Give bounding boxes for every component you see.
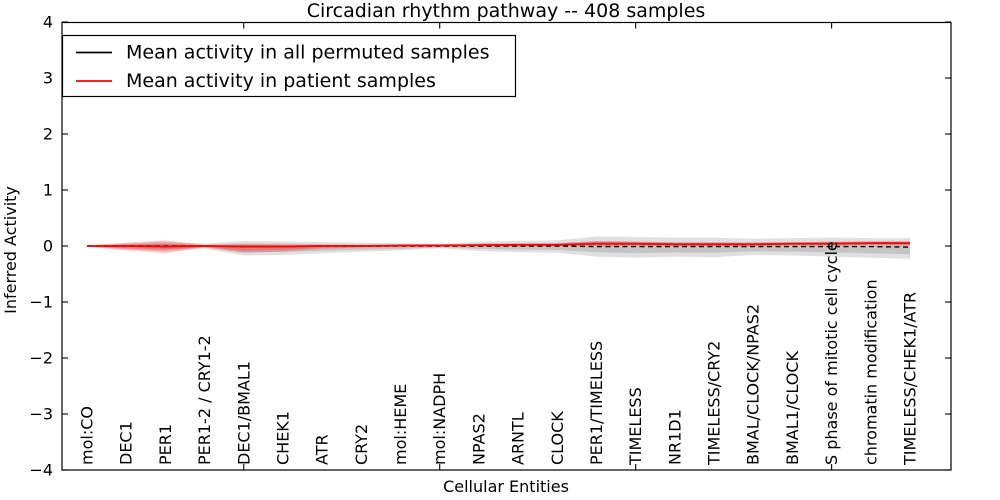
x-category-label: PER1-2 / CRY1-2 — [195, 335, 214, 465]
x-category-label: PER1 — [156, 424, 175, 465]
chart-title: Circadian rhythm pathway -- 408 samples — [307, 0, 706, 22]
x-category-label: ATR — [313, 434, 332, 465]
y-tick-label: −4 — [29, 461, 53, 480]
y-axis-label: Inferred Activity — [1, 186, 20, 314]
y-tick-label: −1 — [29, 293, 53, 312]
x-category-label: PER1/TIMELESS — [587, 341, 606, 465]
legend-label: Mean activity in patient samples — [126, 70, 436, 92]
y-tick-label: 3 — [43, 69, 53, 88]
y-tick-label: 0 — [43, 237, 53, 256]
plot-frame — [61, 21, 952, 471]
x-axis-label: Cellular Entities — [443, 477, 569, 496]
x-category-label: BMAL/CLOCK/NPAS2 — [744, 304, 763, 465]
x-category-label: ARNTL — [509, 412, 528, 465]
x-category-label: mol:HEME — [391, 384, 410, 465]
x-category-label: NR1D1 — [665, 409, 684, 465]
y-tick-label: 1 — [43, 181, 53, 200]
x-category-label: BMAL1/CLOCK — [783, 351, 802, 465]
x-category-label: NPAS2 — [469, 413, 488, 465]
x-category-label: DEC1 — [117, 421, 136, 465]
x-category-label: TIMELESS/CHEK1/ATR — [901, 292, 920, 466]
y-tick-label: −3 — [29, 405, 53, 424]
x-category-label: CLOCK — [548, 411, 567, 465]
x-category-label: CHEK1 — [273, 411, 292, 465]
mean-activity-lines — [87, 242, 911, 248]
confidence-bands — [87, 236, 910, 259]
legend-box — [61, 34, 517, 98]
y-tick-label: 4 — [43, 13, 53, 32]
x-category-label: TIMELESS — [626, 387, 645, 466]
x-category-label: mol:NADPH — [430, 373, 449, 465]
patient-mean-line — [87, 242, 910, 248]
tick-labels: 4 3 2 1 0 −1 −2 −3 −4 mol:CO DEC1 PER1 PER1-2 / CRY1… — [29, 13, 919, 480]
permuted-samples-range — [87, 236, 910, 259]
y-tick-label: 2 — [43, 125, 53, 144]
x-category-label: DEC1/BMAL1 — [234, 361, 253, 465]
x-category-label: mol:CO — [78, 406, 97, 465]
legend-label: Mean activity in all permuted samples — [126, 42, 489, 64]
x-category-label: chromatin modification — [861, 279, 880, 465]
x-category-label: CRY2 — [352, 424, 371, 465]
y-tick-label: −2 — [29, 349, 53, 368]
legend: Mean activity in all permuted samples Mea… — [61, 34, 517, 98]
x-category-label: S phase of mitotic cell cycle — [822, 241, 841, 465]
x-category-label: TIMELESS/CRY2 — [705, 341, 724, 466]
